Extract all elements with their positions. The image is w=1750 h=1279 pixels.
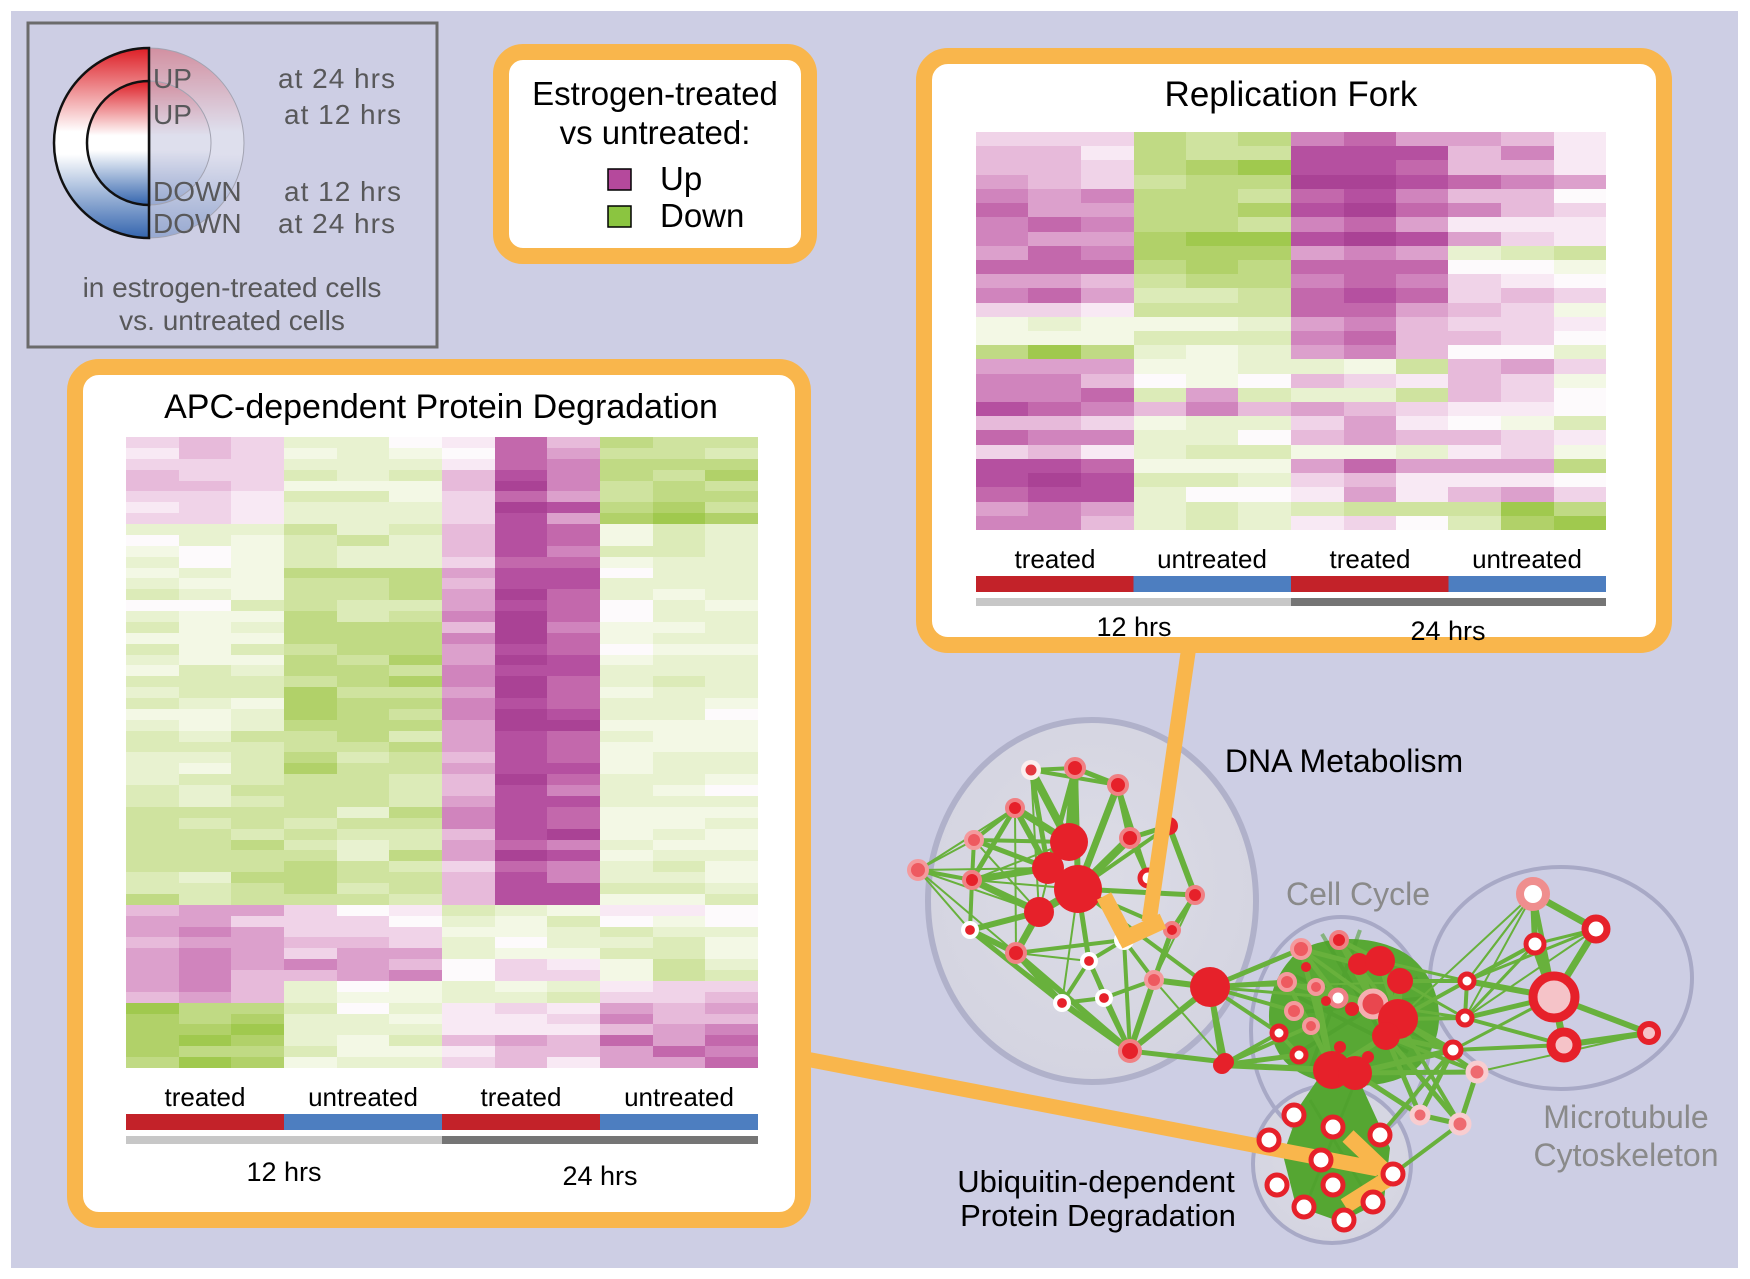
svg-text:UP: UP (153, 99, 192, 130)
svg-text:DOWN: DOWN (153, 176, 242, 207)
svg-text:Up: Up (660, 160, 702, 197)
svg-text:untreated: untreated (1157, 544, 1267, 574)
svg-text:at 24 hrs: at 24 hrs (278, 63, 396, 94)
svg-text:Cytoskeleton: Cytoskeleton (1534, 1137, 1719, 1173)
svg-text:vs. untreated cells: vs. untreated cells (119, 305, 345, 336)
svg-text:Replication Fork: Replication Fork (1165, 75, 1418, 114)
svg-text:treated: treated (1330, 544, 1411, 574)
svg-text:DOWN: DOWN (153, 208, 242, 239)
svg-text:24 hrs: 24 hrs (562, 1161, 637, 1191)
svg-text:APC-dependent Protein Degradat: APC-dependent Protein Degradation (164, 388, 718, 426)
svg-text:untreated: untreated (1472, 544, 1582, 574)
svg-text:12 hrs: 12 hrs (1096, 612, 1171, 642)
svg-text:Ubiquitin-dependent: Ubiquitin-dependent (957, 1164, 1235, 1199)
svg-text:untreated: untreated (308, 1082, 418, 1112)
svg-text:Microtubule: Microtubule (1543, 1099, 1708, 1135)
svg-text:treated: treated (165, 1082, 246, 1112)
svg-text:at 12 hrs: at 12 hrs (284, 99, 402, 130)
svg-text:vs untreated:: vs untreated: (560, 114, 751, 151)
svg-text:treated: treated (481, 1082, 562, 1112)
svg-text:Protein Degradation: Protein Degradation (960, 1198, 1236, 1233)
svg-text:in estrogen-treated cells: in estrogen-treated cells (83, 272, 382, 303)
svg-text:12 hrs: 12 hrs (246, 1157, 321, 1187)
svg-text:at 24 hrs: at 24 hrs (278, 208, 396, 239)
svg-text:Down: Down (660, 197, 744, 234)
svg-text:at 12 hrs: at 12 hrs (284, 176, 402, 207)
svg-text:Estrogen-treated: Estrogen-treated (532, 75, 778, 112)
svg-text:UP: UP (153, 63, 192, 94)
svg-text:24 hrs: 24 hrs (1410, 616, 1485, 646)
svg-text:treated: treated (1015, 544, 1096, 574)
svg-text:Cell Cycle: Cell Cycle (1286, 876, 1430, 912)
svg-text:DNA Metabolism: DNA Metabolism (1225, 743, 1463, 779)
svg-text:untreated: untreated (624, 1082, 734, 1112)
